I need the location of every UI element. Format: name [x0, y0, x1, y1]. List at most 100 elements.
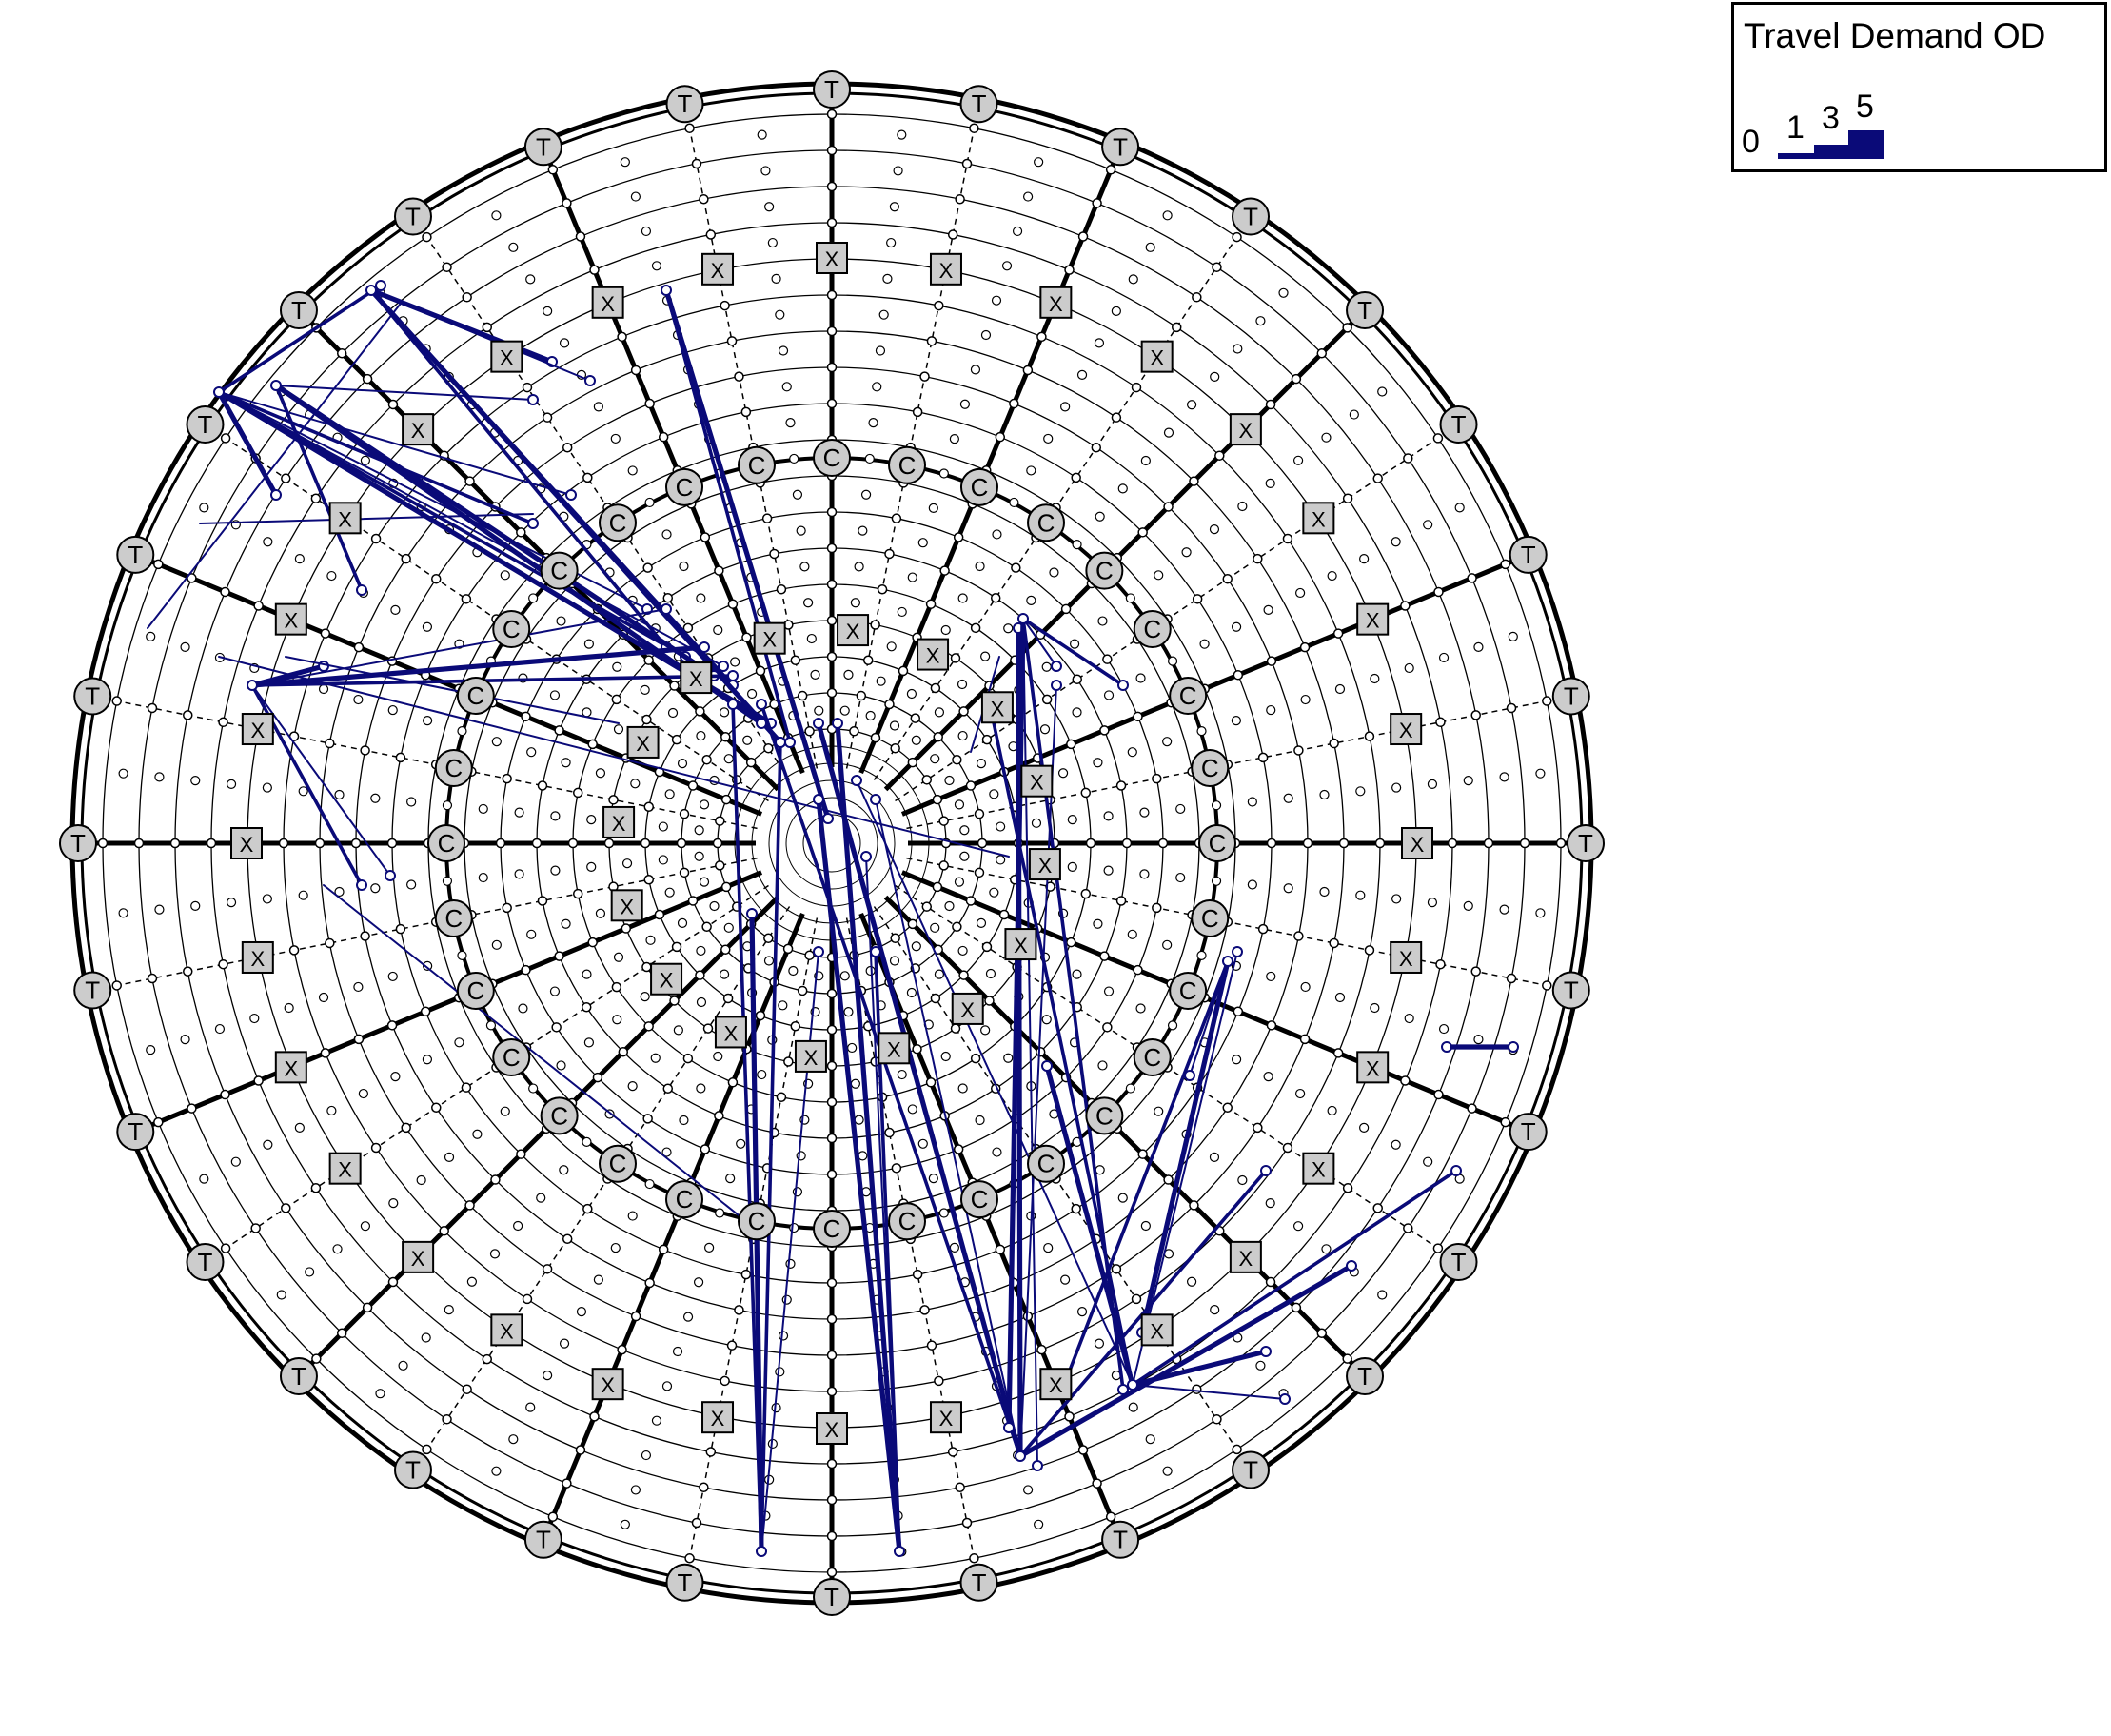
- crossing-node: X: [241, 940, 274, 974]
- crossing-node: X: [1229, 1240, 1262, 1273]
- junction-dot: [658, 821, 668, 832]
- node-label: T: [1357, 1362, 1372, 1391]
- centroid-marker: [492, 609, 531, 648]
- junction-dot: [1080, 787, 1092, 799]
- junction-dot: [701, 921, 712, 933]
- junction-dot: [969, 1553, 979, 1564]
- junction-dot: [1022, 365, 1034, 376]
- junction-dot: [1377, 1290, 1388, 1300]
- terminal-node: T: [813, 1578, 851, 1616]
- junction-dot: [1403, 1223, 1413, 1233]
- node-label: C: [898, 451, 917, 480]
- junction-dot: [746, 688, 758, 700]
- junction-dot: [370, 793, 381, 803]
- od-line: [147, 304, 401, 629]
- od-endpoint: [851, 775, 862, 786]
- junction-dot: [722, 993, 734, 1004]
- node-label: T: [1113, 132, 1128, 161]
- junction-dot: [1012, 226, 1023, 237]
- junction-dot: [332, 1244, 343, 1254]
- junction-dot: [387, 1276, 399, 1288]
- node-label: X: [338, 507, 352, 531]
- legend-label-0: 0: [1742, 124, 1760, 160]
- junction-dot: [516, 1149, 526, 1159]
- junction-dot: [1506, 702, 1517, 714]
- node-label: X: [1038, 854, 1053, 878]
- junction-dot: [1192, 292, 1202, 303]
- junction-dot: [778, 1000, 788, 1011]
- node-label: X: [825, 247, 839, 271]
- junction-dot: [1162, 210, 1173, 221]
- centroid-node: C: [1027, 1144, 1066, 1183]
- centroid-node: C: [888, 445, 927, 484]
- junction-dot: [955, 194, 965, 205]
- junction-dot: [627, 1080, 638, 1092]
- junction-dot: [889, 202, 899, 212]
- junction-dot: [938, 860, 949, 871]
- crossing-node: X: [837, 614, 870, 647]
- junction-dot: [146, 1045, 156, 1055]
- junction-dot: [696, 730, 706, 741]
- node-label: T: [1243, 1456, 1258, 1485]
- junction-dot: [1210, 1304, 1220, 1315]
- centroid-node: C: [598, 1144, 637, 1183]
- od-endpoint: [1003, 1422, 1015, 1433]
- junction-dot: [687, 896, 699, 906]
- crossing-node: X: [1401, 827, 1433, 859]
- terminal-node: T: [813, 70, 851, 108]
- crossing-marker: [951, 992, 984, 1025]
- junction-dot: [416, 1174, 426, 1186]
- junction-dot: [1145, 1434, 1155, 1445]
- junction-dot: [682, 1312, 694, 1322]
- junction-dot: [734, 371, 744, 382]
- junction-dot: [799, 562, 810, 572]
- node-label: T: [1521, 541, 1536, 569]
- junction-dot: [826, 1386, 838, 1397]
- junction-dot: [1001, 261, 1013, 271]
- junction-dot: [661, 1381, 673, 1391]
- junction-dot: [1103, 811, 1114, 821]
- junction-dot: [1483, 838, 1494, 849]
- od-endpoint: [1184, 1070, 1195, 1081]
- crossing-marker: [241, 713, 274, 746]
- junction-dot: [387, 971, 398, 982]
- junction-dot: [865, 710, 876, 721]
- od-origin: [1127, 1379, 1138, 1391]
- legend-bar-3: [1814, 145, 1848, 159]
- junction-dot: [907, 757, 918, 768]
- node-label: T: [1564, 681, 1579, 710]
- crossing-marker: [929, 252, 962, 286]
- junction-dot: [454, 1037, 464, 1048]
- junction-dot: [1423, 520, 1433, 530]
- junction-dot: [723, 922, 734, 933]
- junction-dot: [388, 1197, 399, 1209]
- junction-dot: [727, 1077, 739, 1088]
- junction-dot: [705, 1447, 717, 1457]
- radial-footpath: [205, 424, 769, 802]
- radial-footpath: [895, 884, 1459, 1263]
- junction-dot: [1403, 453, 1413, 464]
- radial-footpath: [895, 424, 1459, 802]
- junction-dot: [1316, 1328, 1328, 1339]
- junction-dot: [1391, 782, 1402, 793]
- junction-dot: [1432, 433, 1444, 444]
- junction-dot: [775, 1367, 785, 1377]
- junction-dot: [826, 108, 838, 120]
- od-line: [370, 289, 591, 382]
- od-endpoint: [1260, 1165, 1272, 1176]
- junction-dot: [180, 641, 190, 652]
- junction-dot: [701, 754, 712, 765]
- terminal-marker: [665, 1563, 704, 1602]
- junction-dot: [466, 1276, 478, 1287]
- junction-dot: [431, 573, 442, 584]
- centroid-marker: [813, 1210, 851, 1248]
- junction-dot: [587, 937, 598, 948]
- junction-dot: [263, 537, 273, 547]
- radial-footpath: [845, 104, 980, 769]
- terminal-marker: [116, 535, 155, 574]
- junction-dot: [1060, 1274, 1071, 1285]
- junction-dot: [875, 345, 886, 356]
- junction-dot: [642, 562, 653, 573]
- node-label: C: [444, 904, 463, 933]
- od-line: [1022, 618, 1057, 667]
